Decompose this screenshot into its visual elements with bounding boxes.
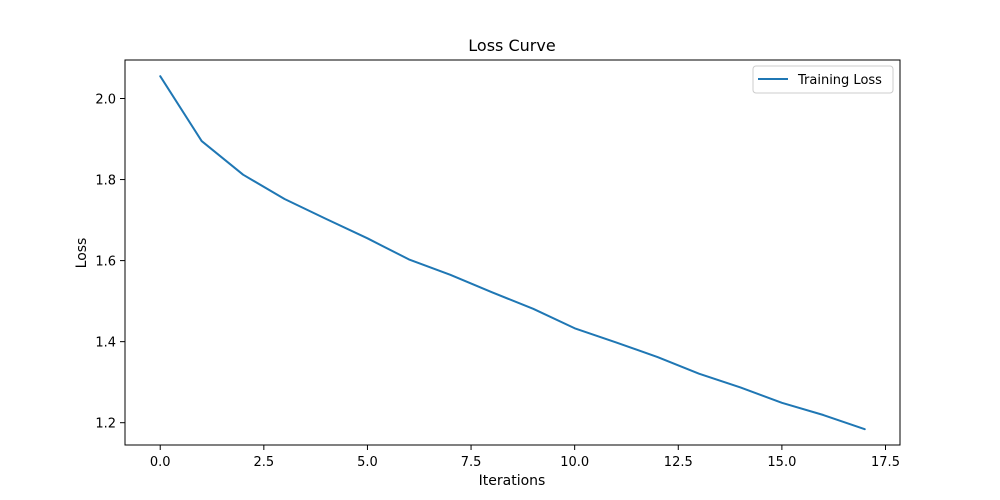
legend-box xyxy=(752,65,894,94)
x-tick-label: 10.0 xyxy=(560,455,589,470)
y-tick-label: 1.2 xyxy=(95,417,116,432)
x-axis-ticks: 0.0 2.5 5.0 7.5 10.0 12.5 15.0 17.5 xyxy=(150,445,900,470)
chart-title: Loss Curve xyxy=(468,36,555,55)
y-tick-label: 1.6 xyxy=(95,255,116,270)
x-tick-label: 12.5 xyxy=(664,455,693,470)
y-tick-label: 1.4 xyxy=(95,336,116,351)
legend-label: Training Loss xyxy=(797,73,882,88)
x-tick-label: 17.5 xyxy=(871,455,900,470)
x-tick-label: 5.0 xyxy=(357,455,378,470)
y-axis-label: Loss xyxy=(74,238,90,269)
series-layer xyxy=(159,75,866,431)
series-line-training-loss xyxy=(159,75,866,431)
y-tick-label: 1.8 xyxy=(95,174,116,189)
y-tick-label: 2.0 xyxy=(95,93,116,108)
x-tick-label: 2.5 xyxy=(253,455,274,470)
y-axis-ticks: 1.2 1.4 1.6 1.8 2.0 xyxy=(95,93,125,432)
legend: Training Loss xyxy=(752,65,894,94)
x-tick-label: 15.0 xyxy=(767,455,796,470)
plot-frame xyxy=(124,59,901,446)
x-tick-label: 0.0 xyxy=(150,455,171,470)
x-tick-label: 7.5 xyxy=(461,455,482,470)
x-axis-label: Iterations xyxy=(479,473,546,489)
